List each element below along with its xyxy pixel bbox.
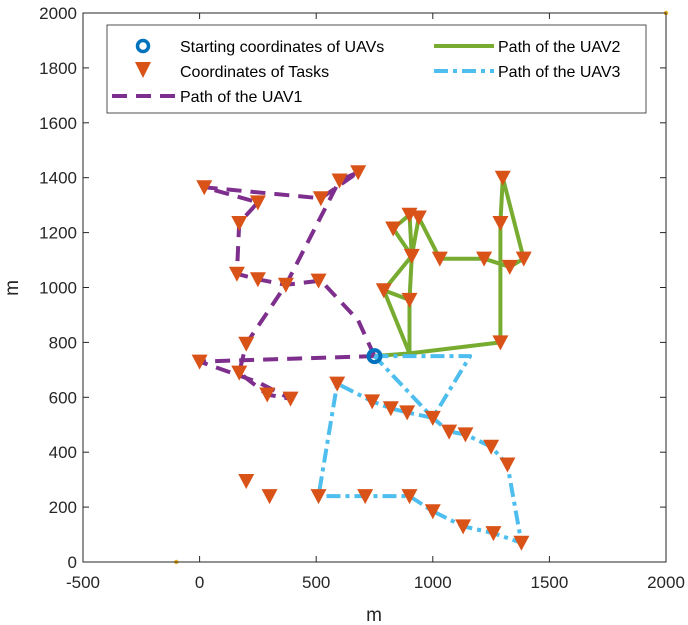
y-tick-label: 2000 bbox=[39, 4, 77, 23]
legend-box bbox=[106, 24, 647, 114]
task-marker bbox=[424, 504, 441, 520]
task-marker bbox=[196, 180, 213, 196]
y-tick-label: 800 bbox=[49, 333, 77, 352]
task-marker bbox=[501, 259, 518, 275]
ticks-layer bbox=[82, 12, 667, 563]
x-tick-label: 1500 bbox=[530, 573, 568, 592]
task-marker bbox=[350, 165, 367, 181]
task-marker bbox=[455, 519, 472, 535]
task-marker bbox=[249, 272, 266, 288]
y-axis-label: m bbox=[2, 280, 23, 296]
task-marker bbox=[357, 489, 374, 505]
y-tick-label: 1000 bbox=[39, 279, 77, 298]
task-marker bbox=[401, 489, 418, 505]
y-tick-label: 1200 bbox=[39, 224, 77, 243]
task-marker bbox=[403, 248, 420, 264]
legend: Starting coordinates of UAVs Coordinates… bbox=[106, 24, 647, 114]
task-marker bbox=[231, 215, 248, 231]
task-marker bbox=[441, 424, 458, 440]
task-marker bbox=[238, 474, 255, 490]
tick-labels-layer: -500 0 500 1000 1500 200002004006008001000120… bbox=[39, 4, 685, 592]
task-marker bbox=[228, 266, 245, 282]
task-marker bbox=[492, 215, 509, 231]
task-marker bbox=[191, 354, 208, 370]
task-marker bbox=[476, 251, 493, 267]
legend-task-marker bbox=[135, 62, 151, 78]
task-marker bbox=[399, 405, 416, 421]
y-tick-label: 1800 bbox=[39, 59, 77, 78]
x-tick-label: 1000 bbox=[414, 573, 452, 592]
legend-uav1-label: Path of the UAV1 bbox=[180, 89, 303, 106]
x-tick-label: 500 bbox=[302, 573, 330, 592]
task-marker bbox=[485, 526, 502, 542]
legend-task-label: Coordinates of Tasks bbox=[180, 64, 329, 81]
task-marker bbox=[424, 410, 441, 426]
task-marker bbox=[431, 251, 448, 267]
task-marker bbox=[513, 535, 530, 551]
legend-uav3-label: Path of the UAV3 bbox=[498, 64, 621, 81]
task-marker bbox=[375, 283, 392, 299]
task-marker bbox=[364, 394, 381, 410]
start-marker bbox=[366, 348, 383, 365]
task-marker bbox=[515, 251, 532, 267]
markers-layer bbox=[174, 10, 669, 565]
y-tick-label: 400 bbox=[49, 443, 77, 462]
task-marker bbox=[310, 489, 327, 505]
task-marker bbox=[231, 365, 248, 381]
y-tick-label: 0 bbox=[68, 553, 77, 572]
legend-start-label: Starting coordinates of UAVs bbox=[180, 39, 384, 56]
task-marker bbox=[483, 439, 500, 455]
task-marker bbox=[401, 292, 418, 308]
y-tick-label: 1400 bbox=[39, 169, 77, 188]
task-marker bbox=[238, 336, 255, 352]
x-tick-label: 2000 bbox=[647, 573, 685, 592]
task-marker bbox=[492, 335, 509, 351]
legend-uav2-label: Path of the UAV2 bbox=[498, 39, 621, 56]
task-marker bbox=[277, 277, 294, 293]
y-tick-label: 1600 bbox=[39, 114, 77, 133]
task-marker bbox=[382, 401, 399, 417]
task-marker bbox=[499, 457, 516, 473]
task-marker bbox=[331, 173, 348, 189]
y-tick-label: 600 bbox=[49, 388, 77, 407]
x-tick-label: 0 bbox=[195, 573, 204, 592]
legend-start-marker bbox=[135, 38, 151, 54]
x-axis-label: m bbox=[366, 605, 382, 625]
task-marker bbox=[329, 376, 346, 392]
y-tick-label: 200 bbox=[49, 498, 77, 517]
task-marker bbox=[457, 427, 474, 443]
task-marker bbox=[249, 195, 266, 211]
task-marker bbox=[310, 273, 327, 289]
task-marker bbox=[261, 489, 278, 505]
task-marker bbox=[385, 221, 402, 237]
x-tick-label: -500 bbox=[66, 573, 100, 592]
task-marker bbox=[282, 391, 299, 407]
task-marker bbox=[494, 170, 511, 186]
task-marker bbox=[410, 210, 427, 226]
task-marker bbox=[259, 387, 276, 403]
task-marker bbox=[312, 191, 329, 207]
